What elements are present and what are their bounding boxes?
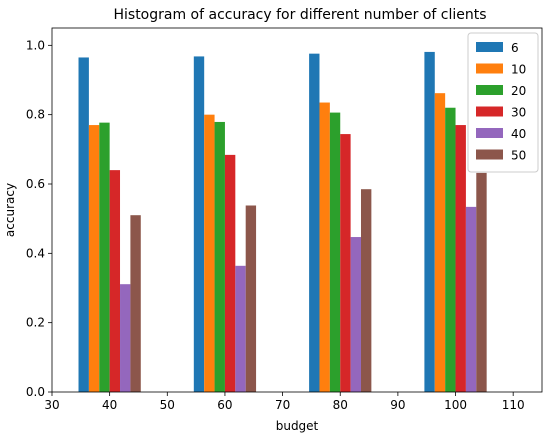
bar-30-40 xyxy=(109,170,121,392)
y-tick-label: 0.0 xyxy=(26,385,45,399)
bar-6-80 xyxy=(309,53,320,393)
bar-6-60 xyxy=(193,56,205,392)
bar-40-80 xyxy=(350,237,361,392)
x-tick-label: 100 xyxy=(444,398,467,412)
legend-swatch-40 xyxy=(476,128,503,138)
chart-title: Histogram of accuracy for different numb… xyxy=(113,7,486,23)
bar-10-60 xyxy=(204,114,215,393)
legend: 6 10 20 30 40 50 xyxy=(467,32,539,173)
y-tick-label: 0.4 xyxy=(26,246,45,260)
bar-40-40 xyxy=(120,284,131,392)
bar-30-60 xyxy=(224,154,236,392)
y-tick-label: 1.0 xyxy=(26,38,45,52)
legend-swatch-30 xyxy=(476,106,503,117)
legend-swatch-20 xyxy=(476,85,503,95)
x-tick-label: 70 xyxy=(275,398,290,412)
legend-label-20: 20 xyxy=(511,84,526,98)
legend-swatch-10 xyxy=(476,63,503,74)
x-axis-label: budget xyxy=(276,419,319,433)
x-tick-label: 60 xyxy=(217,398,232,412)
bar-50-40 xyxy=(130,215,141,392)
y-axis-ticks: 0.0 0.2 0.4 0.6 0.8 1.0 xyxy=(26,38,52,399)
bar-6-40 xyxy=(78,57,89,392)
bar-10-100 xyxy=(434,93,446,392)
bar-30-80 xyxy=(340,134,351,392)
bar-50-80 xyxy=(360,189,372,392)
x-tick-label: 30 xyxy=(44,398,59,412)
bar-10-40 xyxy=(88,125,100,393)
legend-label-6: 6 xyxy=(511,41,519,55)
bar-30-100 xyxy=(455,125,466,393)
bar-6-100 xyxy=(424,51,435,393)
bars-group xyxy=(78,51,487,393)
bar-20-40 xyxy=(99,122,110,392)
bar-40-60 xyxy=(235,265,246,392)
legend-label-40: 40 xyxy=(511,127,526,141)
bar-20-80 xyxy=(329,112,341,392)
bar-10-80 xyxy=(319,102,330,393)
x-tick-label: 80 xyxy=(333,398,348,412)
bar-50-100 xyxy=(476,172,487,392)
y-tick-label: 0.6 xyxy=(26,177,45,191)
plot-frame xyxy=(51,27,543,393)
x-tick-label: 40 xyxy=(102,398,117,412)
bar-20-100 xyxy=(445,107,456,392)
legend-label-10: 10 xyxy=(511,63,526,77)
y-tick-label: 0.8 xyxy=(26,108,45,122)
legend-label-30: 30 xyxy=(511,106,526,120)
x-axis-ticks: 30 40 50 60 70 80 90 100 110 xyxy=(44,392,525,412)
bar-50-60 xyxy=(245,205,257,392)
legend-label-50: 50 xyxy=(511,149,526,163)
x-tick-label: 50 xyxy=(160,398,175,412)
bar-20-60 xyxy=(214,121,225,393)
y-axis-label: accuracy xyxy=(3,183,17,237)
legend-swatch-6 xyxy=(476,42,503,52)
x-tick-label: 90 xyxy=(390,398,405,412)
y-tick-label: 0.2 xyxy=(26,316,45,330)
legend-swatch-50 xyxy=(476,149,503,160)
x-tick-label: 110 xyxy=(502,398,525,412)
bar-40-100 xyxy=(465,206,477,392)
